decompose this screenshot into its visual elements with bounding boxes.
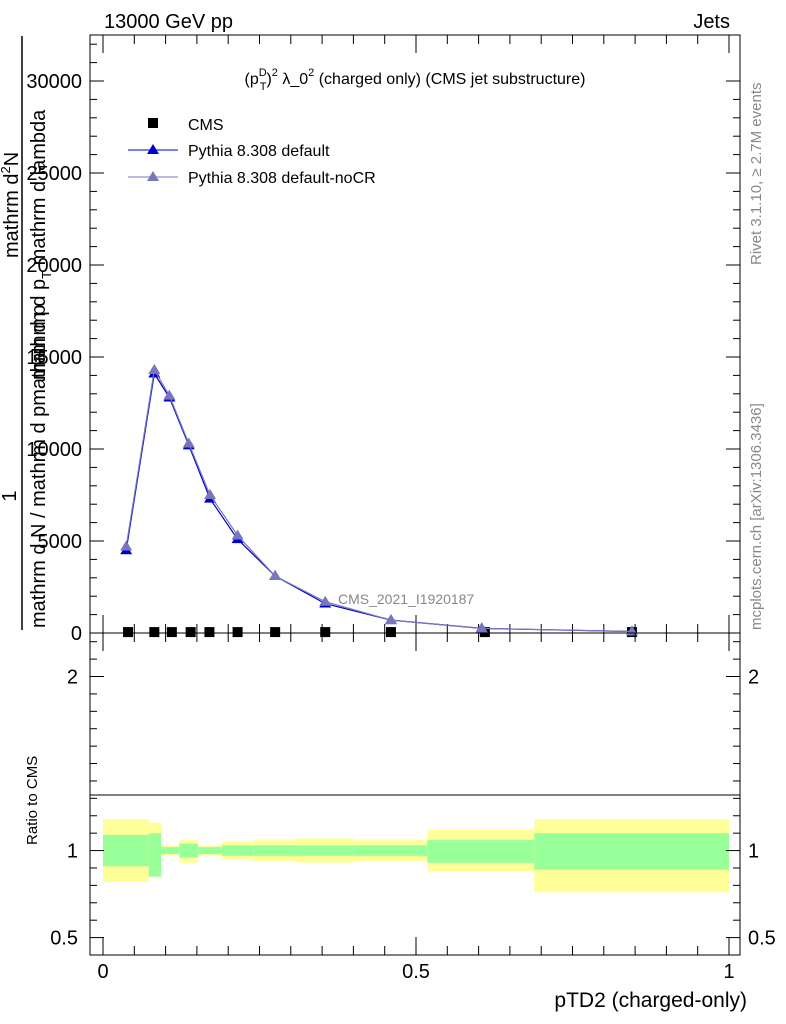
ratio-band-inner: [148, 833, 162, 877]
legend: CMS Pythia 8.308 default Pythia 8.308 de…: [128, 117, 376, 187]
pythia-nocr-marker: [163, 389, 176, 400]
ratio-yticks: 0.5 0.5 1 1 2 2: [50, 641, 776, 950]
ratio-ytick-label: 1: [67, 841, 78, 863]
ratio-xticks: 0 0.5 1: [97, 633, 735, 983]
pythia-nocr-marker: [384, 614, 397, 625]
ratio-ytick-label-right: 1: [748, 841, 759, 863]
ratio-band-inner: [253, 845, 298, 856]
ratio-band-inner: [353, 845, 428, 856]
main-ylabel: 1 mathrm d2N mathrm d pT mathrm d lambda…: [0, 36, 54, 630]
cms-point: [385, 627, 396, 638]
ylabel-one: 1: [0, 490, 21, 501]
watermark: CMS_2021_I1920187: [338, 591, 474, 607]
pythia-nocr-marker: [182, 437, 195, 448]
pythia-nocr-marker: [475, 622, 488, 633]
main-ytick-label: 30000: [26, 71, 82, 93]
cms-point: [123, 627, 134, 638]
cms-point: [166, 627, 177, 638]
cms-point: [185, 627, 196, 638]
rivet-label: Rivet 3.1.10, ≥ 2.7M events: [748, 83, 765, 266]
ratio-band-inner: [534, 833, 729, 870]
pythia-nocr-marker: [148, 363, 161, 374]
main-title: (pD T)2 λ_02 (charged only) (CMS jet subs…: [245, 67, 586, 93]
ratio-frame: [89, 632, 741, 956]
ylabel-axis: mathrm d N / mathrm d pmathrm d p: [28, 305, 50, 628]
ratio-band-inner: [198, 847, 222, 855]
main-ytick-label: 0: [71, 623, 82, 645]
ratio-xtick-label: 1: [723, 961, 734, 983]
mcplots-label: mcplots.cern.ch [arXiv:1306.3436]: [748, 403, 765, 630]
ratio-band-inner: [221, 845, 254, 856]
legend-marker-nocr: [147, 171, 159, 181]
main-xticks: [102, 35, 730, 633]
ratio-xtick-label: 0.5: [402, 961, 430, 983]
ratio-xtick-label: 0: [97, 961, 108, 983]
ratio-panel: 0.5 0.51 12 2 0 0.5 1 Ratio to CMS pTD2 (char…: [24, 632, 776, 1012]
pythia-nocr-marker: [319, 595, 332, 606]
main-ytick-label: 25000: [26, 163, 82, 185]
ylabel-denominator: mathrm d pT mathrm d lambda: [28, 109, 54, 380]
main-panel: 0 5000 10000 15000 20000 25000 30000 CMS_2021_…: [26, 34, 741, 645]
ratio-ylabel: Ratio to CMS: [24, 756, 41, 845]
pythia-nocr-marker: [204, 489, 217, 499]
pythia-nocr-marker: [231, 529, 244, 540]
ratio-ytick-label: 0.5: [50, 928, 78, 950]
header-right: Jets: [693, 11, 730, 33]
ratio-ytick-label: 2: [67, 667, 78, 689]
main-ytick-label: 10000: [26, 439, 82, 461]
ylabel-numerator: mathrm d2N: [0, 152, 23, 258]
pythia-nocr-marker: [120, 540, 133, 551]
series-layer: [120, 363, 638, 638]
cms-point: [149, 627, 160, 638]
x-axis-label: pTD2 (charged-only): [554, 989, 747, 1012]
ratio-ytick-label-right: 0.5: [748, 928, 776, 950]
header-left: 13000 GeV pp: [104, 11, 233, 33]
cms-point: [320, 627, 331, 638]
legend-label-cms: CMS: [188, 117, 224, 134]
ratio-ytick-label-right: 2: [748, 667, 759, 689]
ratio-band-inner: [297, 845, 354, 856]
legend-marker-default: [147, 144, 159, 154]
cms-point: [270, 627, 281, 638]
main-ytick-label: 5000: [38, 531, 83, 553]
legend-label-nocr: Pythia 8.308 default-noCR: [188, 170, 376, 187]
ratio-band-inner: [161, 847, 180, 855]
pythia-nocr-marker: [269, 569, 282, 580]
ratio-band-inner: [427, 840, 535, 863]
cms-point: [204, 627, 215, 638]
ratio-band-inner: [103, 834, 149, 867]
legend-label-default: Pythia 8.308 default: [188, 143, 330, 160]
ratio-band-inner: [179, 843, 199, 858]
cms-point: [232, 627, 243, 638]
legend-marker-cms: [148, 118, 158, 128]
main-ytick-label: 15000: [26, 347, 82, 369]
main-yticks: 0 5000 10000 15000 20000 25000 30000: [26, 43, 740, 645]
ratio-bands: [103, 819, 729, 893]
main-ytick-label: 20000: [26, 255, 82, 277]
